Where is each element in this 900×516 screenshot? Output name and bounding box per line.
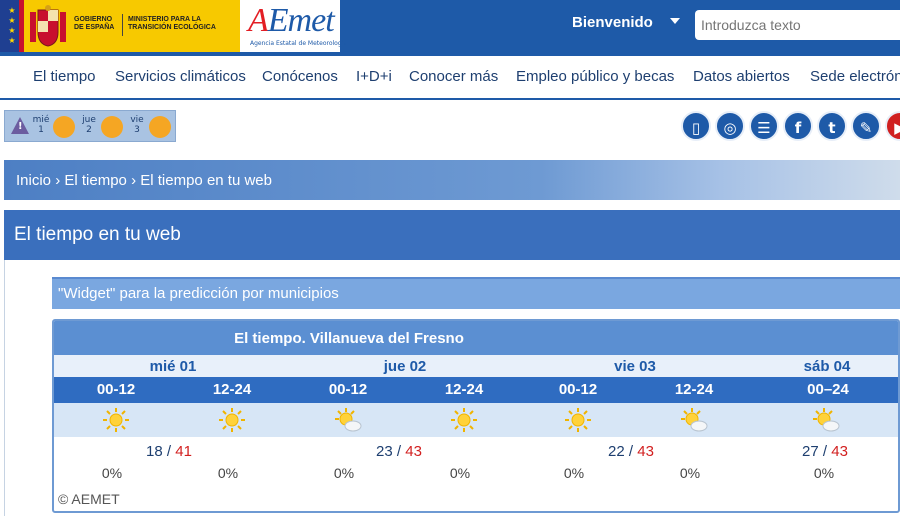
forecast-widget[interactable]: El tiempo. Villanueva del Fresno mié 01 … [52,319,900,513]
nav-item-el-tiempo[interactable]: El tiempo [33,68,96,85]
breadcrumb: Inicio › El tiempo › El tiempo en tu web [16,172,272,189]
nav-item-conocenos[interactable]: Conócenos [262,68,338,85]
rain-probability: 0% [449,465,471,481]
warnings-widget[interactable]: ! mié 1 jue 2 vie 3 [4,110,176,142]
aemet-subtitle: Agencia Estatal de Meteorología [250,40,347,47]
period-label: 00-12 [96,381,136,398]
sun-cloud-icon [335,408,362,432]
help-icon[interactable]: ◎ [715,111,745,141]
warning-level-dot-1[interactable] [53,116,75,138]
search-input[interactable] [695,10,900,40]
temp-range: 22 / 43 [608,443,654,460]
nav-item-conocer-mas[interactable]: Conocer más [409,68,499,85]
copyright[interactable]: © AEMET [58,491,120,507]
breadcrumb-current: El tiempo en tu web [140,172,272,189]
day-label: jue 02 [383,358,427,375]
widget-header: El tiempo. Villanueva del Fresno [54,321,898,355]
period-label: 00-12 [328,381,368,398]
page-title: El tiempo en tu web [14,224,181,245]
nav-item-sede-electronica[interactable]: Sede electrónica [810,68,900,85]
warning-day-3: vie 3 [130,115,144,135]
facebook-icon[interactable]: f [783,111,813,141]
government-logo[interactable]: ★ ★ ★ ★ Gobierno de España Ministerio para … [0,0,240,52]
rain-probability: 0% [563,465,585,481]
day-label: sáb 04 [803,358,851,375]
nav-item-datos-abiertos[interactable]: Datos abiertos [693,68,790,85]
warning-level-dot-2[interactable] [101,116,123,138]
widget-section-title: "Widget" para la predicción por municipi… [52,277,900,309]
temp-range: 27 / 43 [802,443,848,460]
sun-cloud-icon [813,408,840,432]
period-label: 12-24 [444,381,484,398]
rain-probability: 0% [217,465,239,481]
widget-icons-row [54,403,898,437]
period-label: 00–24 [807,381,849,398]
temp-range: 18 / 41 [146,443,192,460]
main-nav: El tiempo Servicios climáticos Conócenos… [0,56,900,100]
youtube-icon[interactable]: ▶ [885,111,900,141]
spain-coat-of-arms-icon [30,5,66,47]
sun-icon [103,408,129,432]
nav-item-idi[interactable]: I+D+i [356,68,392,85]
period-label: 00-12 [558,381,598,398]
eu-flag-icon: ★ ★ ★ ★ [0,0,24,52]
warning-triangle-icon [11,117,29,134]
caret-down-icon[interactable] [670,18,680,24]
temp-range: 23 / 43 [376,443,422,460]
gov-name: Gobierno de España [74,16,115,31]
sun-icon [219,408,245,432]
rain-probability: 0% [101,465,123,481]
widget-periods-row: 00-12 12-24 00-12 12-24 00-12 12-24 00–2… [54,377,898,403]
breadcrumb-el-tiempo[interactable]: El tiempo [64,172,127,189]
warning-day-1: mié 1 [32,115,50,135]
day-label: mié 01 [149,358,197,375]
breadcrumb-band: Inicio › El tiempo › El tiempo en tu web [4,160,900,200]
widget-title: El tiempo. Villanueva del Fresno [234,330,464,347]
ministry-name: Ministerio para la Transición Ecológica [128,16,216,31]
day-label: vie 03 [614,358,656,375]
breadcrumb-inicio[interactable]: Inicio [16,172,52,189]
nav-item-servicios-climaticos[interactable]: Servicios climáticos [115,68,246,85]
twitter-icon[interactable]: t [817,111,847,141]
sun-cloud-icon [681,408,708,432]
aemet-logo[interactable]: AEmet Agencia Estatal de Meteorología [240,0,347,52]
widget-temps-row: 18 / 41 23 / 43 22 / 43 27 / 43 [54,437,898,465]
top-header: ★ ★ ★ ★ Gobierno de España Ministerio para … [0,0,900,56]
warning-day-2: jue 2 [82,115,96,135]
page-title-band: El tiempo en tu web [4,210,900,260]
sun-icon [565,408,591,432]
sun-icon [451,408,477,432]
list-icon[interactable]: ☰ [749,111,779,141]
rain-probability: 0% [333,465,355,481]
blog-icon[interactable]: ✎ [851,111,881,141]
rain-probability: 0% [813,465,835,481]
warnings-social-bar: ! mié 1 jue 2 vie 3 ▯ ◎ ☰ f t ✎ ▶ [0,100,900,150]
widget-days-row: mié 01 jue 02 vie 03 sáb 04 [54,355,898,377]
nav-item-empleo[interactable]: Empleo público y becas [516,68,675,85]
period-label: 12-24 [674,381,714,398]
warning-level-dot-3[interactable] [149,116,171,138]
period-label: 12-24 [212,381,252,398]
rain-probability: 0% [679,465,701,481]
welcome-menu[interactable]: Bienvenido [572,14,653,31]
mobile-icon[interactable]: ▯ [681,111,711,141]
